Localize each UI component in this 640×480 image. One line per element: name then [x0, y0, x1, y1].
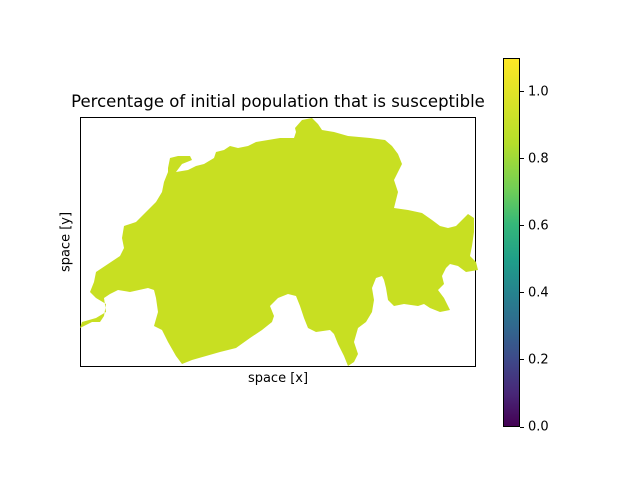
colorbar-tick-label: 0.0: [528, 419, 549, 435]
colorbar-tick-label: 0.8: [528, 151, 549, 167]
colorbar-tick-mark: [520, 426, 524, 428]
plot-title: Percentage of initial population that is…: [71, 92, 485, 111]
switzerland-region: [80, 118, 478, 366]
colorbar-tick-label: 0.6: [528, 218, 549, 234]
colorbar-tick-mark: [520, 292, 524, 294]
colorbar-tick-mark: [520, 359, 524, 361]
colorbar-tick-mark: [520, 91, 524, 93]
x-axis-label: space [x]: [247, 371, 309, 386]
map-axes-frame: [80, 117, 476, 367]
colorbar-tick-mark: [520, 225, 524, 227]
colorbar-tick-label: 0.2: [528, 352, 549, 368]
colorbar: [503, 58, 520, 427]
y-axis-label: space [y]: [58, 211, 74, 273]
colorbar-tick-label: 0.4: [528, 285, 549, 301]
colorbar-tick-mark: [520, 158, 524, 160]
colorbar-tick-label: 1.0: [528, 84, 549, 100]
